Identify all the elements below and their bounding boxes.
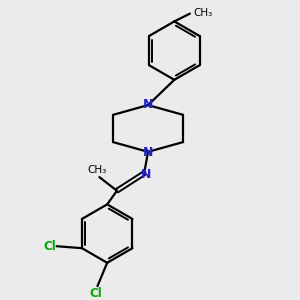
Text: Cl: Cl bbox=[44, 240, 56, 253]
Text: Cl: Cl bbox=[89, 287, 102, 300]
Text: N: N bbox=[143, 146, 153, 159]
Text: CH₃: CH₃ bbox=[194, 8, 213, 18]
Text: N: N bbox=[143, 98, 153, 111]
Text: N: N bbox=[141, 168, 151, 181]
Text: CH₃: CH₃ bbox=[88, 165, 107, 175]
